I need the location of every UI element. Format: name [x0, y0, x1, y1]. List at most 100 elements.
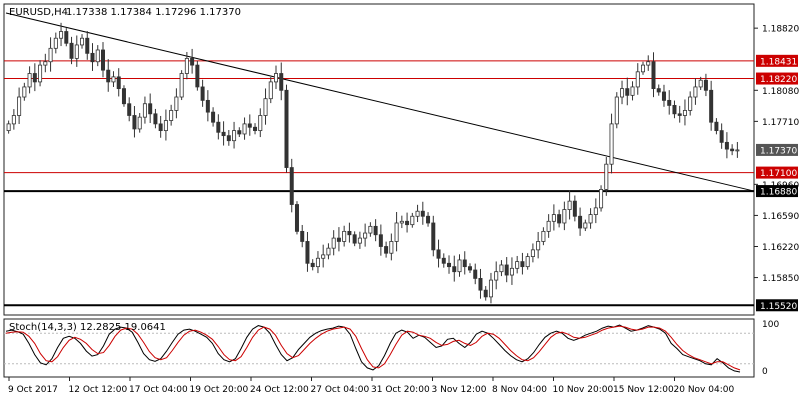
candle-body: [373, 225, 378, 236]
candle-body: [515, 261, 520, 269]
chart-header-symbol: EURUSD,H4: [9, 7, 68, 18]
candle-body: [709, 89, 714, 123]
candle-body: [405, 220, 410, 226]
candle-body: [661, 91, 666, 101]
candle-body: [583, 222, 588, 229]
candle-body: [677, 113, 682, 116]
candle-body: [163, 120, 168, 132]
candle-body: [457, 259, 462, 273]
y-tick-label: 1.18080: [762, 87, 799, 97]
candle-body: [284, 89, 289, 168]
candle-body: [279, 73, 284, 91]
candle-body: [174, 96, 179, 111]
x-tick-label: 12 Oct 12:00: [69, 385, 128, 395]
level-label-bg: [756, 166, 798, 179]
candle-body: [137, 116, 142, 130]
candle-body: [27, 73, 32, 88]
candle-body: [499, 264, 504, 273]
candle-body: [656, 88, 661, 93]
candle-body: [478, 278, 483, 291]
candle-body: [331, 237, 336, 249]
candle-body: [90, 52, 95, 63]
candle-body: [384, 246, 389, 254]
candle-body: [630, 86, 635, 96]
candle-body: [38, 64, 43, 83]
candle-body: [22, 86, 27, 98]
candle-body: [441, 257, 446, 264]
candle-body: [153, 113, 158, 125]
candle-body: [420, 210, 425, 217]
candle-body: [646, 61, 651, 66]
candle-body: [232, 130, 237, 142]
candle-body: [179, 73, 184, 98]
x-tick-label: 27 Oct 04:00: [311, 385, 370, 395]
candle-body: [735, 149, 740, 152]
candle-body: [588, 214, 593, 224]
candle-body: [557, 214, 562, 224]
x-tick-label: 10 Nov 20:00: [553, 385, 614, 395]
candle-body: [520, 261, 525, 268]
candle-body: [693, 86, 698, 98]
candle-body: [714, 121, 719, 132]
candle-body: [352, 234, 357, 244]
x-tick-label: 31 Oct 20:00: [371, 385, 430, 395]
candle-body: [195, 64, 200, 88]
candle-body: [530, 249, 535, 257]
candle-body: [315, 257, 320, 268]
candle-body: [53, 37, 58, 49]
candle-body: [436, 249, 441, 259]
x-tick-label: 9 Oct 2017: [8, 385, 58, 395]
candle-body: [80, 37, 85, 46]
candle-body: [641, 64, 646, 73]
candle-body: [625, 88, 630, 96]
candle-body: [494, 271, 499, 281]
candle-body: [242, 123, 247, 135]
candle-body: [473, 269, 478, 279]
candle-body: [48, 47, 53, 63]
main-panel-frame: [3, 3, 755, 316]
candle-body: [682, 110, 687, 116]
candle-body: [85, 37, 90, 54]
axis-layer: 1.188201.180801.177101.169601.165901.162…: [8, 25, 799, 395]
candle-body: [247, 123, 252, 128]
candle-body: [336, 237, 341, 242]
stoch-k-line: [5, 324, 741, 373]
y-tick-label: 1.15850: [762, 274, 799, 284]
candle-body: [724, 141, 729, 150]
candle-body: [452, 266, 457, 273]
candle-body: [551, 214, 556, 222]
candle-body: [74, 44, 79, 59]
candle-body: [64, 31, 69, 44]
stoch-d-line: [5, 325, 741, 371]
candle-body: [300, 230, 305, 242]
candle-body: [536, 241, 541, 251]
x-tick-label: 20 Nov 04:00: [674, 385, 735, 395]
candle-body: [599, 188, 604, 209]
candle-body: [394, 222, 399, 242]
x-tick-label: 19 Oct 20:00: [190, 385, 249, 395]
candle-body: [263, 98, 268, 116]
candle-body: [698, 79, 703, 88]
candle-body: [667, 99, 672, 106]
y-tick-label: 1.16590: [762, 212, 799, 222]
candle-body: [190, 57, 195, 66]
chart-header-ohlc: 1.17338 1.17384 1.17296 1.17370: [66, 7, 241, 18]
candle-body: [488, 279, 493, 298]
level-label: 1.18431: [760, 57, 797, 67]
level-label: 1.17100: [760, 169, 797, 179]
candle-body: [504, 264, 509, 276]
level-label-bg: [756, 54, 798, 67]
candle-body: [651, 61, 656, 90]
stoch-level-100: 100: [762, 320, 779, 330]
candle-body: [378, 234, 383, 247]
current-price-label-bg: [756, 143, 798, 156]
candle-body: [310, 262, 315, 268]
candle-body: [100, 49, 105, 71]
candle-body: [389, 241, 394, 254]
candle-body: [200, 86, 205, 101]
candle-body: [142, 103, 147, 118]
candle-body: [567, 200, 572, 210]
candle-body: [467, 266, 472, 271]
